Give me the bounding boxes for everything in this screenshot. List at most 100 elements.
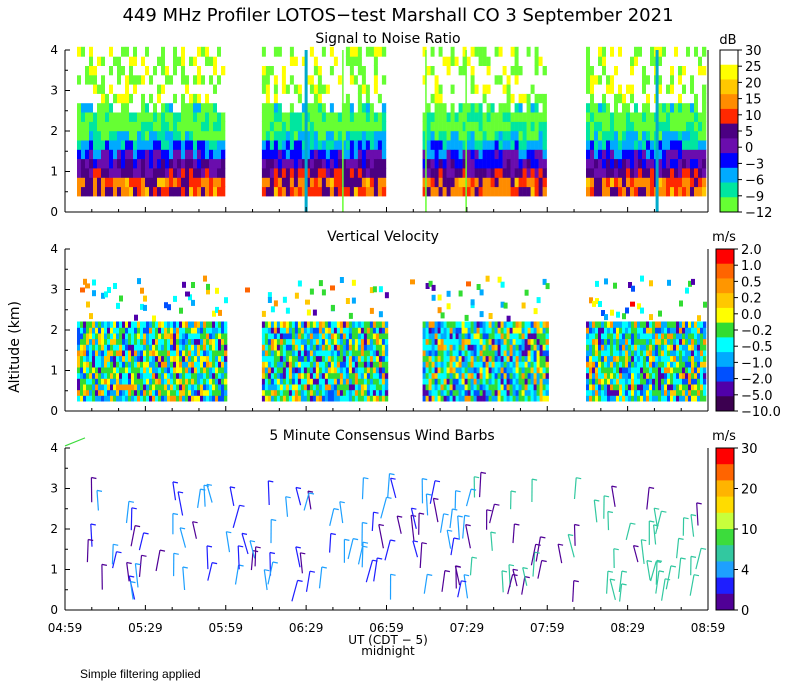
snr-cell xyxy=(369,121,375,132)
snr-cell xyxy=(305,65,311,76)
velocity-cell xyxy=(143,332,147,340)
velocity-cell xyxy=(622,332,626,340)
velocity-cell xyxy=(470,372,474,379)
snr-cell xyxy=(277,121,283,132)
velocity-cell xyxy=(533,383,537,391)
velocity-cell xyxy=(291,378,296,385)
snr-cell xyxy=(353,93,359,104)
snr-cell xyxy=(181,74,186,85)
velocity-cell xyxy=(89,361,93,368)
snr-cell xyxy=(185,139,190,150)
velocity-sparse-cell xyxy=(545,283,550,290)
velocity-sparse-cell xyxy=(440,312,445,319)
velocity-cell xyxy=(673,327,677,334)
wind-barb-flag xyxy=(309,570,316,573)
velocity-cell xyxy=(327,383,332,391)
velocity-cell xyxy=(128,355,132,362)
velocity-cell xyxy=(80,395,84,402)
snr-cell xyxy=(426,177,431,188)
velocity-cell xyxy=(449,395,453,402)
snr-cell xyxy=(197,139,202,150)
velocity-cell xyxy=(619,344,623,351)
snr-cell xyxy=(674,46,679,57)
velocity-cell xyxy=(595,378,599,385)
snr-cell xyxy=(325,158,331,169)
velocity-cell xyxy=(443,327,447,334)
snr-cell xyxy=(590,46,595,57)
velocity-cell xyxy=(697,372,701,379)
y-tick-label: 3 xyxy=(50,283,58,297)
velocity-cell xyxy=(488,389,492,396)
velocity-cell xyxy=(354,349,359,357)
snr-cell xyxy=(185,93,190,104)
velocity-cell xyxy=(589,366,593,374)
velocity-cell xyxy=(378,338,383,345)
snr-cell xyxy=(666,177,671,188)
velocity-cell xyxy=(167,327,171,334)
velocity-cell xyxy=(270,383,275,391)
velocity-cell xyxy=(291,344,296,351)
snr-cell xyxy=(614,186,619,197)
velocity-sparse-cell xyxy=(598,301,602,307)
snr-cell xyxy=(450,177,455,188)
snr-cell xyxy=(538,167,543,178)
velocity-cell xyxy=(470,355,474,362)
velocity-cell xyxy=(437,344,441,351)
snr-cell xyxy=(510,149,515,160)
snr-cell xyxy=(101,177,106,188)
snr-cell xyxy=(93,46,98,57)
snr-cell xyxy=(638,112,643,122)
snr-cell xyxy=(674,139,679,150)
snr-heatmap xyxy=(77,46,707,212)
velocity-cell xyxy=(428,321,432,328)
velocity-cell xyxy=(682,327,686,334)
velocity-cell xyxy=(464,395,468,402)
wind-barb-flag xyxy=(524,576,530,579)
colorbar-label: 30 xyxy=(745,44,762,59)
velocity-cell xyxy=(589,344,593,351)
velocity-cell xyxy=(482,327,486,334)
velocity-cell xyxy=(497,321,501,328)
velocity-cell xyxy=(291,332,296,340)
velocity-cell xyxy=(206,366,210,374)
snr-cell xyxy=(454,65,459,76)
snr-cell xyxy=(325,46,331,57)
wind-barb-shaft xyxy=(305,571,311,592)
snr-cell xyxy=(658,74,663,85)
snr-cell xyxy=(213,139,218,150)
snr-cell xyxy=(101,46,106,57)
velocity-cell xyxy=(285,344,290,351)
snr-cell xyxy=(121,186,126,197)
snr-cell xyxy=(141,139,146,150)
velocity-cell xyxy=(536,349,540,357)
snr-cell xyxy=(490,167,495,178)
snr-cell xyxy=(341,139,347,150)
velocity-cell xyxy=(375,383,380,391)
snr-cell xyxy=(133,177,138,188)
snr-cell xyxy=(686,139,691,150)
velocity-cell xyxy=(428,366,432,374)
snr-cell xyxy=(678,46,683,57)
snr-cell xyxy=(189,149,194,160)
velocity-cell xyxy=(542,338,546,345)
velocity-cell xyxy=(116,389,120,396)
snr-cell xyxy=(522,65,527,76)
snr-cell xyxy=(165,139,170,150)
snr-cell xyxy=(646,121,651,132)
velocity-cell xyxy=(327,395,332,402)
snr-cell xyxy=(470,84,475,94)
snr-cell xyxy=(349,65,355,76)
snr-cell xyxy=(301,56,307,66)
velocity-cell xyxy=(691,321,695,328)
snr-cell xyxy=(265,158,271,169)
velocity-cell xyxy=(170,332,174,340)
snr-cell xyxy=(622,177,627,188)
velocity-cell xyxy=(95,355,99,362)
velocity-cell xyxy=(152,366,156,374)
velocity-cell xyxy=(185,349,189,357)
velocity-cell xyxy=(179,372,183,379)
velocity-cell xyxy=(146,383,150,391)
snr-cell xyxy=(510,65,515,76)
snr-cell xyxy=(454,112,459,122)
velocity-cell xyxy=(667,395,671,402)
